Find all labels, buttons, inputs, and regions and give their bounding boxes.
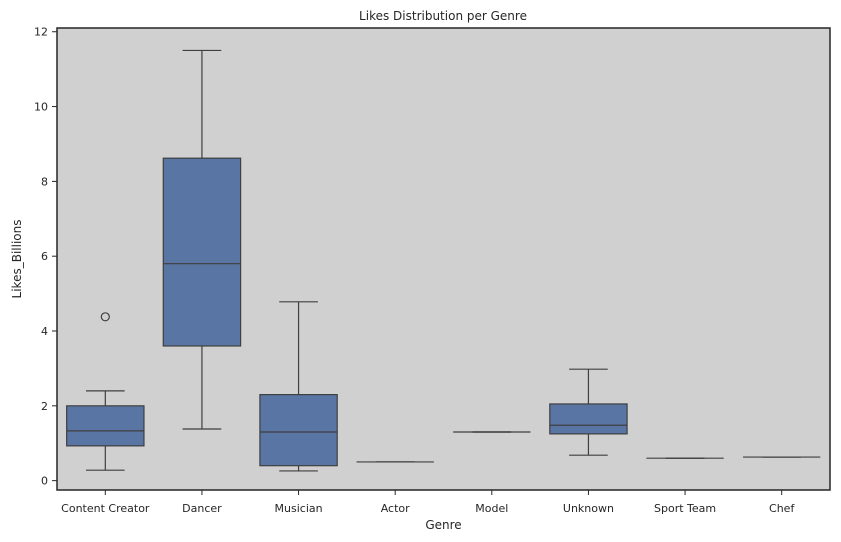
y-axis: 0 2 4 6 8 10 12 (34, 26, 57, 488)
iqr-box (549, 403, 628, 435)
x-tick-label: Musician (275, 502, 323, 515)
box-unknown (549, 368, 628, 456)
chart-title: Likes Distribution per Genre (359, 9, 527, 23)
outlier-point (100, 312, 110, 322)
y-tick-label: 0 (41, 475, 48, 488)
plot-frame (56, 27, 831, 491)
x-tick-label: Actor (381, 502, 410, 515)
y-tick-label: 12 (34, 26, 48, 39)
iqr-box (162, 157, 242, 347)
x-axis: Content Creator Dancer Musician Actor Model U… (61, 490, 795, 515)
x-tick-label: Model (475, 502, 508, 515)
iqr-box (259, 394, 338, 467)
x-tick-label: Dancer (182, 502, 222, 515)
box-musician (259, 301, 338, 472)
y-tick-label: 8 (41, 175, 48, 188)
x-axis-label: Genre (425, 518, 461, 532)
y-tick-label: 10 (34, 101, 48, 114)
x-tick-label: Chef (769, 502, 795, 515)
y-tick-label: 4 (41, 325, 48, 338)
y-axis-label: Likes_Billions (10, 220, 24, 299)
x-tick-label: Content Creator (61, 502, 150, 515)
x-tick-label: Sport Team (654, 502, 716, 515)
box-content-creator (66, 312, 145, 471)
iqr-box (66, 405, 145, 447)
box-dancer (162, 49, 242, 430)
y-tick-label: 2 (41, 400, 48, 413)
boxes-group (66, 49, 821, 472)
x-tick-label: Unknown (563, 502, 614, 515)
y-tick-label: 6 (41, 250, 48, 263)
